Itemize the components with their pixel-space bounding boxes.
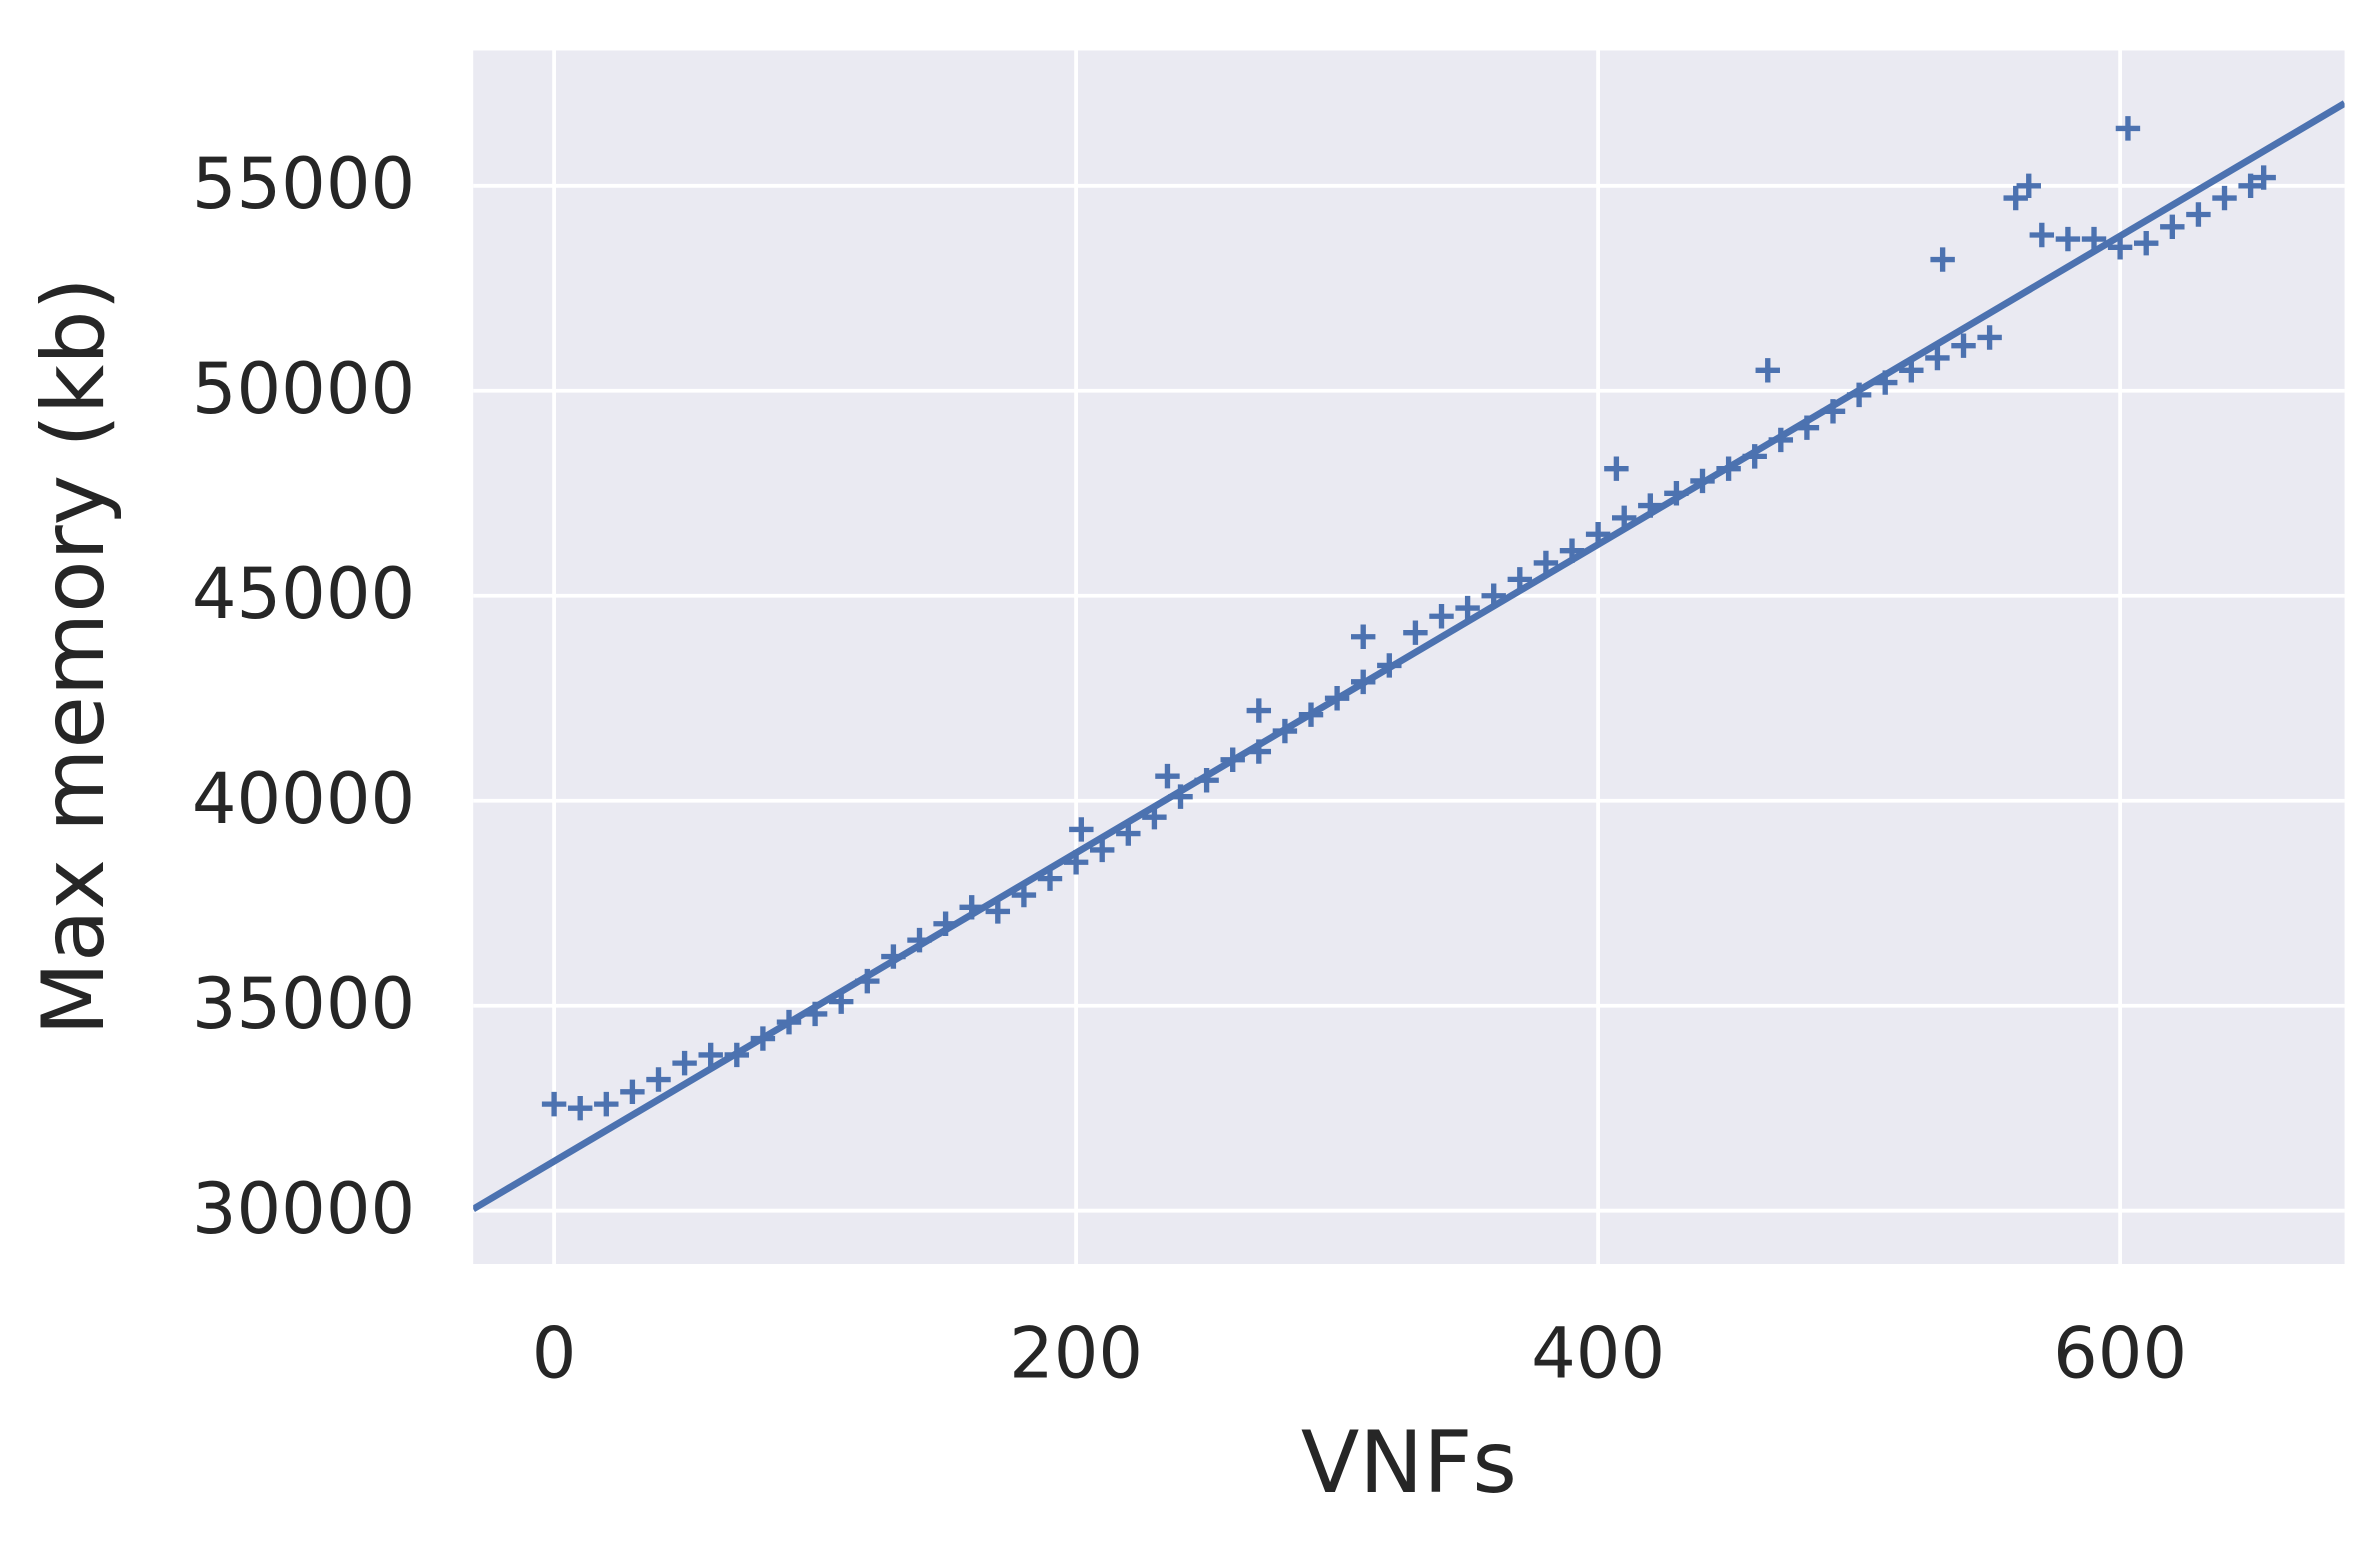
x-tick-label: 600: [2053, 1313, 2187, 1395]
point: [2003, 185, 2028, 211]
point: [2212, 185, 2237, 211]
x-tick-label: 200: [1009, 1313, 1143, 1395]
point: [646, 1067, 671, 1092]
point: [2160, 214, 2185, 240]
point: [2238, 173, 2263, 199]
x-tick-label: 0: [532, 1313, 577, 1395]
point: [2186, 202, 2211, 227]
point: [698, 1042, 723, 1068]
point: [1533, 550, 1559, 576]
point: [541, 1091, 567, 1117]
point: [594, 1091, 619, 1117]
point: [2016, 173, 2041, 199]
fit-line: [473, 100, 2345, 1213]
y-tick-label: 35000: [192, 963, 415, 1045]
point: [1755, 358, 1780, 383]
point: [1930, 247, 1955, 272]
point: [1089, 837, 1115, 863]
point: [1604, 456, 1629, 481]
point: [567, 1096, 593, 1121]
point: [2251, 165, 2276, 190]
point: [1977, 325, 2002, 350]
point: [1246, 698, 1272, 723]
point: [1951, 333, 1976, 358]
point: [2055, 226, 2081, 252]
point: [2134, 230, 2159, 256]
y-tick-label: 45000: [192, 553, 415, 635]
x-axis-label: VNFs: [1301, 1414, 1517, 1513]
point: [1455, 595, 1480, 621]
point: [1350, 624, 1376, 649]
y-tick-label: 30000: [192, 1168, 415, 1250]
point: [2029, 222, 2055, 248]
point: [1429, 604, 1454, 629]
x-tick-label: 400: [1531, 1313, 1665, 1395]
point: [620, 1079, 645, 1105]
point: [1155, 763, 1180, 789]
point: [1403, 620, 1428, 645]
point: [1925, 345, 1950, 371]
point: [985, 899, 1011, 924]
point: [2115, 116, 2141, 141]
y-tick-label: 55000: [192, 143, 415, 225]
y-tick-label: 40000: [192, 758, 415, 840]
data-layer: [473, 100, 2345, 1213]
y-axis-label: Max memory (kb): [25, 277, 124, 1036]
point: [1069, 817, 1094, 842]
point: [672, 1050, 697, 1076]
plot-area: [473, 50, 2345, 1265]
y-tick-label: 50000: [192, 348, 415, 430]
point: [2081, 226, 2107, 252]
